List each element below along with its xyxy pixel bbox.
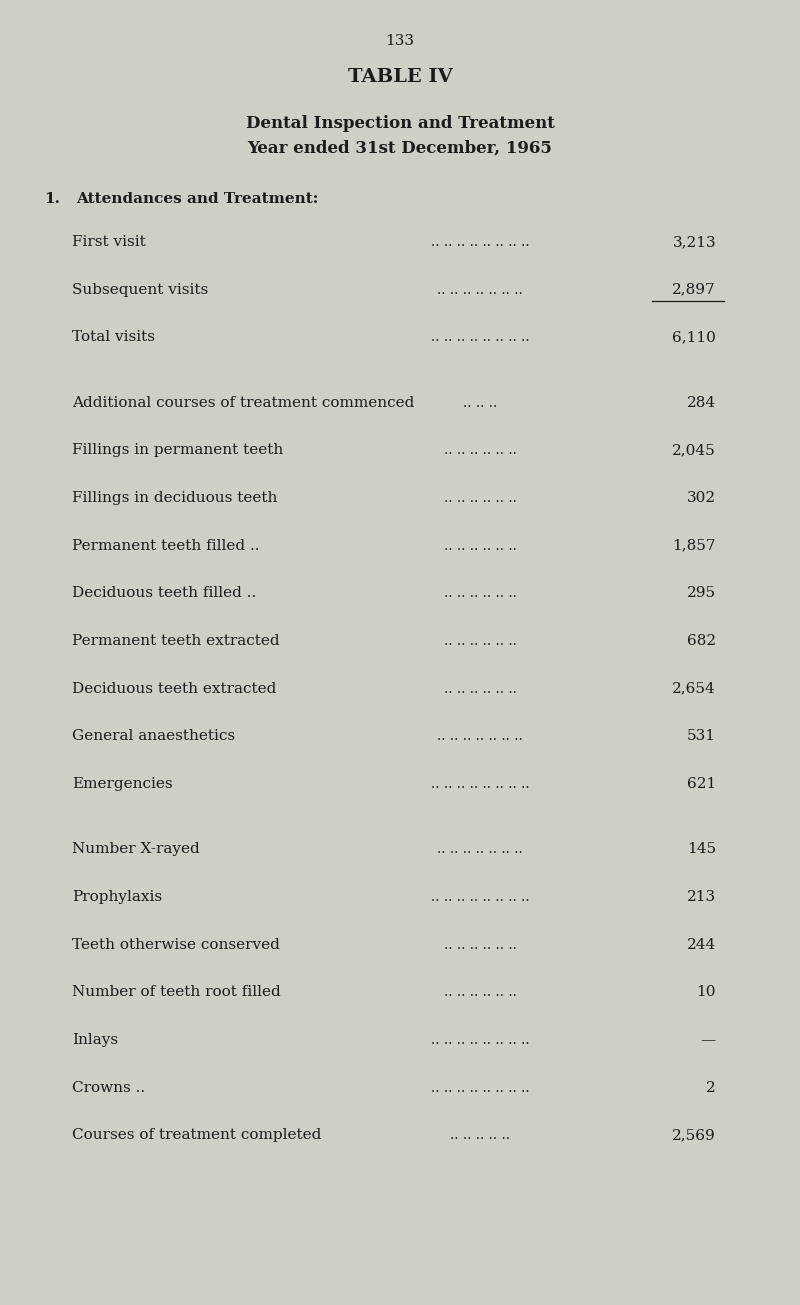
- Text: 682: 682: [687, 634, 716, 649]
- Text: First visit: First visit: [72, 235, 146, 249]
- Text: .. .. .. .. .. ..: .. .. .. .. .. ..: [443, 444, 517, 458]
- Text: 295: 295: [687, 586, 716, 600]
- Text: .. .. ..: .. .. ..: [463, 395, 497, 410]
- Text: .. .. .. .. .. .. .. ..: .. .. .. .. .. .. .. ..: [430, 890, 530, 904]
- Text: .. .. .. .. .. ..: .. .. .. .. .. ..: [443, 681, 517, 696]
- Text: .. .. .. .. .. ..: .. .. .. .. .. ..: [443, 634, 517, 649]
- Text: 133: 133: [386, 34, 414, 48]
- Text: Attendances and Treatment:: Attendances and Treatment:: [76, 192, 318, 206]
- Text: 145: 145: [687, 843, 716, 856]
- Text: .. .. .. .. .. .. .. ..: .. .. .. .. .. .. .. ..: [430, 330, 530, 345]
- Text: 621: 621: [686, 776, 716, 791]
- Text: .. .. .. .. .. .. ..: .. .. .. .. .. .. ..: [437, 843, 523, 856]
- Text: Emergencies: Emergencies: [72, 776, 173, 791]
- Text: Prophylaxis: Prophylaxis: [72, 890, 162, 904]
- Text: Number of teeth root filled: Number of teeth root filled: [72, 985, 281, 1000]
- Text: Number X-rayed: Number X-rayed: [72, 843, 200, 856]
- Text: .. .. .. .. .. .. ..: .. .. .. .. .. .. ..: [437, 729, 523, 744]
- Text: 244: 244: [686, 938, 716, 951]
- Text: 2: 2: [706, 1081, 716, 1095]
- Text: Additional courses of treatment commenced: Additional courses of treatment commence…: [72, 395, 414, 410]
- Text: Year ended 31st December, 1965: Year ended 31st December, 1965: [247, 140, 553, 157]
- Text: 6,110: 6,110: [672, 330, 716, 345]
- Text: .. .. .. .. .. .. .. ..: .. .. .. .. .. .. .. ..: [430, 1034, 530, 1047]
- Text: 2,654: 2,654: [672, 681, 716, 696]
- Text: 10: 10: [697, 985, 716, 1000]
- Text: Courses of treatment completed: Courses of treatment completed: [72, 1129, 322, 1142]
- Text: Teeth otherwise conserved: Teeth otherwise conserved: [72, 938, 280, 951]
- Text: 1,857: 1,857: [673, 539, 716, 553]
- Text: General anaesthetics: General anaesthetics: [72, 729, 235, 744]
- Text: .. .. .. .. .. .. .. ..: .. .. .. .. .. .. .. ..: [430, 1081, 530, 1095]
- Text: —: —: [701, 1034, 716, 1047]
- Text: 1.: 1.: [44, 192, 60, 206]
- Text: .. .. .. .. .. .. ..: .. .. .. .. .. .. ..: [437, 283, 523, 296]
- Text: Permanent teeth extracted: Permanent teeth extracted: [72, 634, 280, 649]
- Text: Subsequent visits: Subsequent visits: [72, 283, 208, 296]
- Text: TABLE IV: TABLE IV: [348, 68, 452, 86]
- Text: .. .. .. .. .. ..: .. .. .. .. .. ..: [443, 491, 517, 505]
- Text: .. .. .. .. .. ..: .. .. .. .. .. ..: [443, 985, 517, 1000]
- Text: .. .. .. .. .. ..: .. .. .. .. .. ..: [443, 938, 517, 951]
- Text: Fillings in permanent teeth: Fillings in permanent teeth: [72, 444, 283, 458]
- Text: Inlays: Inlays: [72, 1034, 118, 1047]
- Text: 2,569: 2,569: [672, 1129, 716, 1142]
- Text: .. .. .. .. ..: .. .. .. .. ..: [450, 1129, 510, 1142]
- Text: .. .. .. .. .. .. .. ..: .. .. .. .. .. .. .. ..: [430, 235, 530, 249]
- Text: Fillings in deciduous teeth: Fillings in deciduous teeth: [72, 491, 278, 505]
- Text: 3,213: 3,213: [672, 235, 716, 249]
- Text: 213: 213: [687, 890, 716, 904]
- Text: 284: 284: [687, 395, 716, 410]
- Text: .. .. .. .. .. ..: .. .. .. .. .. ..: [443, 586, 517, 600]
- Text: 302: 302: [687, 491, 716, 505]
- Text: 531: 531: [687, 729, 716, 744]
- Text: .. .. .. .. .. ..: .. .. .. .. .. ..: [443, 539, 517, 553]
- Text: Deciduous teeth filled ..: Deciduous teeth filled ..: [72, 586, 256, 600]
- Text: .. .. .. .. .. .. .. ..: .. .. .. .. .. .. .. ..: [430, 776, 530, 791]
- Text: Total visits: Total visits: [72, 330, 155, 345]
- Text: Deciduous teeth extracted: Deciduous teeth extracted: [72, 681, 276, 696]
- Text: Crowns ..: Crowns ..: [72, 1081, 145, 1095]
- Text: 2,045: 2,045: [672, 444, 716, 458]
- Text: Dental Inspection and Treatment: Dental Inspection and Treatment: [246, 115, 554, 132]
- Text: Permanent teeth filled ..: Permanent teeth filled ..: [72, 539, 259, 553]
- Text: 2,897: 2,897: [672, 283, 716, 296]
